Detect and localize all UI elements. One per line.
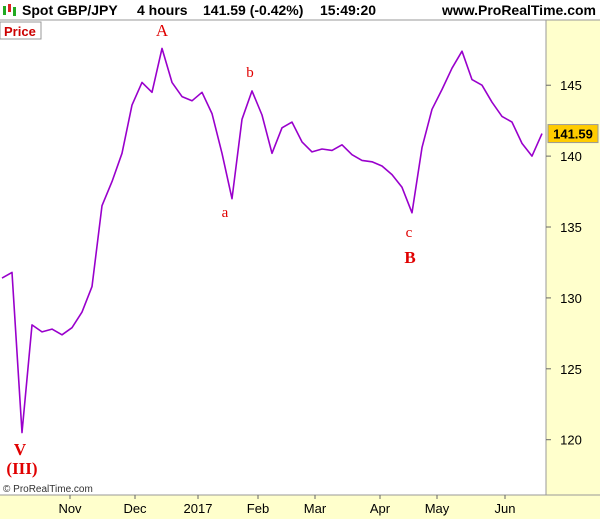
panel-label: Price <box>4 24 36 39</box>
price-line <box>1 47 543 434</box>
y-axis-panel <box>546 20 600 519</box>
x-tick-label: Mar <box>304 501 327 516</box>
y-tick-label: 120 <box>560 433 582 448</box>
last-price-box <box>547 124 599 144</box>
x-tick-label: Jun <box>495 501 516 516</box>
x-tick-label: May <box>425 501 450 516</box>
x-tick-label: Dec <box>123 501 147 516</box>
symbol: Spot GBP/JPY <box>22 2 118 18</box>
annotation: B <box>404 248 415 267</box>
y-tick-label: 140 <box>560 149 582 164</box>
x-axis-panel <box>0 495 600 519</box>
y-tick-label: 135 <box>560 220 582 235</box>
time: 15:49:20 <box>320 2 376 18</box>
panel-label-box <box>0 21 42 40</box>
last-price-label: 141.59 <box>553 127 593 142</box>
annotation: a <box>222 205 229 221</box>
copyright: © ProRealTime.com <box>3 484 93 495</box>
annotation: (III) <box>6 459 37 478</box>
annotation: c <box>406 225 413 241</box>
x-tick-label: 2017 <box>184 501 213 516</box>
quote: 141.59 (-0.42%) <box>203 2 303 18</box>
y-tick-label: 145 <box>560 78 582 93</box>
x-tick-label: Apr <box>370 501 391 516</box>
annotation: b <box>246 65 254 81</box>
x-tick-label: Feb <box>247 501 269 516</box>
y-tick-label: 125 <box>560 362 582 377</box>
y-tick-label: 130 <box>560 291 582 306</box>
x-tick-label: Nov <box>58 501 82 516</box>
annotation: V <box>14 440 27 459</box>
timeframe: 4 hours <box>137 2 188 18</box>
candle-icon <box>3 4 16 16</box>
site: www.ProRealTime.com <box>441 2 596 18</box>
header-bar <box>0 0 600 20</box>
annotation: A <box>156 21 169 40</box>
